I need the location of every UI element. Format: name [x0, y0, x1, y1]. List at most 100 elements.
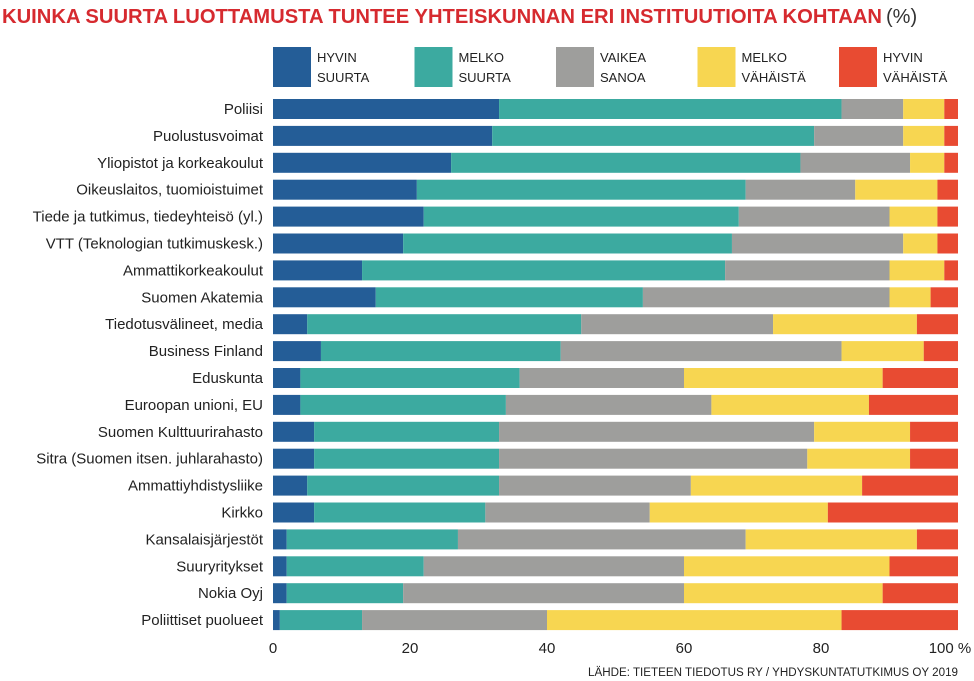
- bar-segment: [745, 529, 917, 550]
- chart-title-unit: (%): [886, 6, 917, 28]
- bar-segment: [889, 260, 945, 281]
- chart-title: KUINKA SUURTA LUOTTAMUSTA TUNTEE YHTEISK…: [2, 6, 882, 28]
- bar-segment: [485, 502, 650, 523]
- x-tick-label: 100 %: [929, 640, 972, 657]
- bar-segment: [403, 583, 684, 604]
- legend-label: SUURTA: [317, 70, 370, 85]
- x-tick-label: 40: [539, 640, 556, 657]
- bar-segment: [841, 99, 904, 119]
- category-label: Business Finland: [149, 343, 263, 360]
- bar-segment: [923, 341, 958, 362]
- bar-segment: [314, 502, 486, 523]
- bar-segment: [916, 529, 958, 550]
- bar-segment: [889, 287, 931, 308]
- category-label: Yliopistot ja korkeakoulut: [97, 155, 264, 172]
- bar-segment: [642, 287, 890, 308]
- bar-segment: [937, 233, 958, 254]
- bar-segment: [862, 475, 958, 496]
- bar-segment: [279, 610, 363, 631]
- legend-swatch: [273, 47, 311, 87]
- bar-segment: [499, 421, 815, 442]
- bar-segment: [944, 260, 958, 281]
- bar-segment: [314, 421, 500, 442]
- bar-segment: [307, 314, 582, 335]
- legend-swatch: [839, 47, 877, 87]
- category-label: Poliisi: [224, 101, 263, 118]
- bar-segment: [649, 502, 828, 523]
- category-label: Suuryritykset: [176, 558, 264, 575]
- bar-segment: [286, 529, 458, 550]
- bar-segment: [903, 233, 938, 254]
- bar-segment: [273, 502, 315, 523]
- bar-segment: [273, 610, 280, 631]
- bar-segment: [499, 99, 842, 119]
- x-tick-label: 20: [402, 640, 419, 657]
- bar-segment: [362, 610, 547, 631]
- category-label: Ammattiyhdistysliike: [128, 478, 263, 495]
- bar-segment: [505, 394, 712, 415]
- bar-segment: [403, 233, 732, 254]
- bar-segment: [273, 529, 287, 550]
- bar-segment: [273, 260, 363, 281]
- bar-segment: [916, 314, 958, 335]
- legend-label: VAIKEA: [600, 50, 646, 65]
- bar-segment: [300, 394, 506, 415]
- bar-segment: [910, 421, 958, 442]
- bar-segment: [684, 556, 890, 577]
- bar-segment: [889, 206, 938, 227]
- bar-segment: [814, 421, 911, 442]
- bar-segment: [547, 610, 842, 631]
- bar-segment: [499, 475, 691, 496]
- category-label: Oikeuslaitos, tuomioistuimet: [76, 182, 264, 199]
- bar-segment: [841, 610, 958, 631]
- bar-segment: [273, 179, 417, 200]
- bar-segment: [773, 314, 917, 335]
- bar-segment: [841, 341, 924, 362]
- bar-segment: [725, 260, 890, 281]
- bar-segment: [273, 233, 404, 254]
- category-label: Kirkko: [221, 505, 263, 522]
- bar-segment: [273, 287, 376, 308]
- legend-label: VÄHÄISTÄ: [742, 70, 807, 85]
- bar-segment: [286, 583, 404, 604]
- x-axis-ticks: 0 20 40 60 80 100 %: [269, 640, 971, 657]
- category-label: VTT (Teknologian tutkimuskesk.): [46, 236, 263, 253]
- bar-segment: [731, 233, 904, 254]
- bar-segment: [273, 341, 321, 362]
- bar-segment: [944, 152, 958, 173]
- bar-segment: [307, 475, 500, 496]
- category-label: Sitra (Suomen itsen. juhlarahasto): [36, 451, 263, 468]
- bar-segment: [273, 125, 493, 146]
- bar-segment: [273, 475, 308, 496]
- legend-swatch: [697, 47, 736, 87]
- bar-segment: [581, 314, 774, 335]
- bar-segment: [910, 152, 945, 173]
- bar-segment: [930, 287, 958, 308]
- bar-segment: [937, 179, 958, 200]
- bar-segment: [800, 152, 911, 173]
- bar-segment: [560, 341, 842, 362]
- bar-segment: [273, 314, 308, 335]
- bar-segment: [814, 125, 904, 146]
- legend-label: SUURTA: [459, 70, 512, 85]
- bar-segment: [286, 556, 424, 577]
- category-label: Poliittiset puolueet: [141, 612, 264, 629]
- category-label: Tiede ja tutkimus, tiedeyhteisö (yl.): [33, 209, 263, 226]
- category-label: Suomen Kulttuurirahasto: [98, 424, 263, 441]
- bar-segment: [362, 260, 726, 281]
- bar-segment: [451, 152, 801, 173]
- bar-segment: [314, 448, 500, 469]
- bar-segment: [273, 99, 500, 119]
- bar-segment: [684, 368, 883, 388]
- legend-label: HYVIN: [883, 50, 923, 65]
- bar-segment: [827, 502, 958, 523]
- bar-segment: [273, 368, 301, 388]
- legend-swatch: [556, 47, 594, 87]
- bar-segment: [882, 368, 958, 388]
- bar-segment: [457, 529, 746, 550]
- bar-segment: [944, 125, 958, 146]
- legend-swatch: [414, 47, 453, 87]
- category-label: Nokia Oyj: [198, 585, 263, 602]
- bar-segment: [690, 475, 863, 496]
